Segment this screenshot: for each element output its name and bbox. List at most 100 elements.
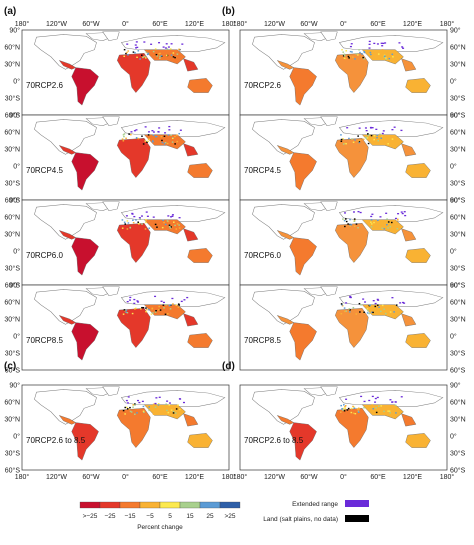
sahel-cell (167, 411, 170, 414)
sahel-cell (162, 219, 164, 222)
lat-tick-label: 30°N (4, 231, 20, 239)
lat-tick-label: 60°N (4, 214, 20, 222)
legend-extended-label: Extended range (292, 501, 338, 508)
sahel-cell (145, 307, 147, 309)
sahel-cell (375, 139, 378, 142)
sahel-cell (129, 406, 131, 409)
sahel-cell (142, 306, 145, 309)
extended-range-cell (179, 129, 182, 131)
sahel-cell (381, 227, 383, 229)
sahel-cell (161, 141, 164, 144)
south-america-shape (71, 322, 99, 361)
sahel-cell (136, 56, 138, 59)
lat-tick-label: 0° (450, 433, 457, 441)
australia-shape (405, 78, 431, 93)
sahel-cell (389, 225, 392, 228)
sahel-cell (122, 134, 125, 136)
sahel-cell (373, 134, 376, 137)
sahel-cell (155, 53, 158, 56)
sahel-cell (394, 404, 397, 406)
extended-range-cell (126, 43, 129, 45)
lat-tick-label: 60°S (5, 282, 21, 290)
sahel-cell (123, 55, 125, 58)
sahel-cell (146, 141, 148, 143)
sahel-cell (348, 57, 350, 59)
lat-tick-label: 60°S (450, 282, 466, 290)
extended-range-cell (180, 300, 183, 303)
extended-range-cell (152, 216, 155, 218)
sahel-cell (172, 410, 175, 413)
sahel-cell (147, 134, 150, 136)
extended-range-cell (133, 130, 136, 132)
sahel-cell (129, 410, 132, 413)
sahel-cell (394, 312, 397, 314)
australia-shape (187, 333, 213, 348)
se-asia-shape (401, 228, 417, 242)
lat-tick-label: 90° (450, 197, 461, 205)
colorbar-swatch (79, 501, 101, 509)
sahel-cell (173, 221, 175, 223)
sahel-cell (349, 56, 351, 58)
australia-shape (405, 248, 431, 263)
sahel-cell (396, 218, 399, 220)
sahel-cell (129, 227, 132, 229)
sahel-cell (389, 227, 391, 230)
sahel-cell (122, 140, 125, 142)
sahel-cell (165, 304, 167, 306)
extended-range-cell (403, 211, 406, 213)
sahel-cell (170, 409, 173, 411)
sahel-cell (137, 221, 139, 223)
extended-range-cell (389, 399, 392, 401)
extended-range-cell (138, 401, 141, 404)
extended-range-cell (133, 215, 136, 218)
sahel-cell (152, 413, 155, 416)
sahel-cell (345, 310, 347, 312)
sahel-cell (367, 142, 370, 145)
sahel-cell (164, 223, 167, 226)
sahel-cell (397, 219, 399, 221)
central-america-shape (58, 60, 77, 70)
extended-range-cell (368, 47, 371, 49)
lon-tick-label: 60°W (300, 20, 318, 28)
lat-tick-label: 30°N (4, 416, 20, 424)
sahel-cell (163, 143, 166, 145)
extended-range-cell (157, 131, 160, 133)
sahel-cell (359, 139, 361, 141)
sahel-cell (164, 141, 167, 144)
sahel-cell (121, 219, 124, 221)
sahel-cell (175, 304, 178, 306)
sahel-cell (395, 304, 398, 306)
extended-range-cell (170, 43, 173, 45)
extended-range-cell (168, 129, 171, 131)
sahel-cell (143, 56, 145, 58)
lat-tick-label: 60°N (4, 399, 20, 407)
sahel-cell (384, 55, 386, 57)
sahel-cell (123, 309, 126, 311)
sahel-cell (340, 140, 343, 143)
sahel-cell (387, 410, 389, 412)
sahel-cell (350, 411, 353, 414)
sahel-cell (347, 223, 349, 225)
sahel-cell (349, 225, 351, 227)
sahel-cell (176, 223, 179, 225)
sahel-cell (372, 408, 375, 410)
lon-tick-label: 180° (15, 473, 30, 481)
sahel-cell (357, 411, 360, 413)
colorbar-swatch (199, 501, 221, 509)
sahel-cell (142, 410, 145, 412)
sahel-cell (357, 227, 359, 229)
sahel-cell (362, 311, 365, 313)
sahel-cell (178, 132, 181, 135)
lat-tick-label: 30°S (5, 350, 21, 358)
extended-range-cell (371, 127, 374, 129)
scenario-label: 70RCP2.6 to 8.5 (244, 436, 304, 445)
lat-tick-label: 60°S (450, 112, 466, 120)
sahel-cell (355, 53, 358, 55)
sahel-cell (363, 407, 365, 409)
sahel-cell (154, 223, 157, 226)
central-america-shape (58, 145, 77, 155)
extended-range-cell (368, 399, 371, 402)
sahel-cell (394, 412, 396, 414)
sahel-cell (168, 305, 171, 307)
extended-range-cell (166, 400, 169, 402)
